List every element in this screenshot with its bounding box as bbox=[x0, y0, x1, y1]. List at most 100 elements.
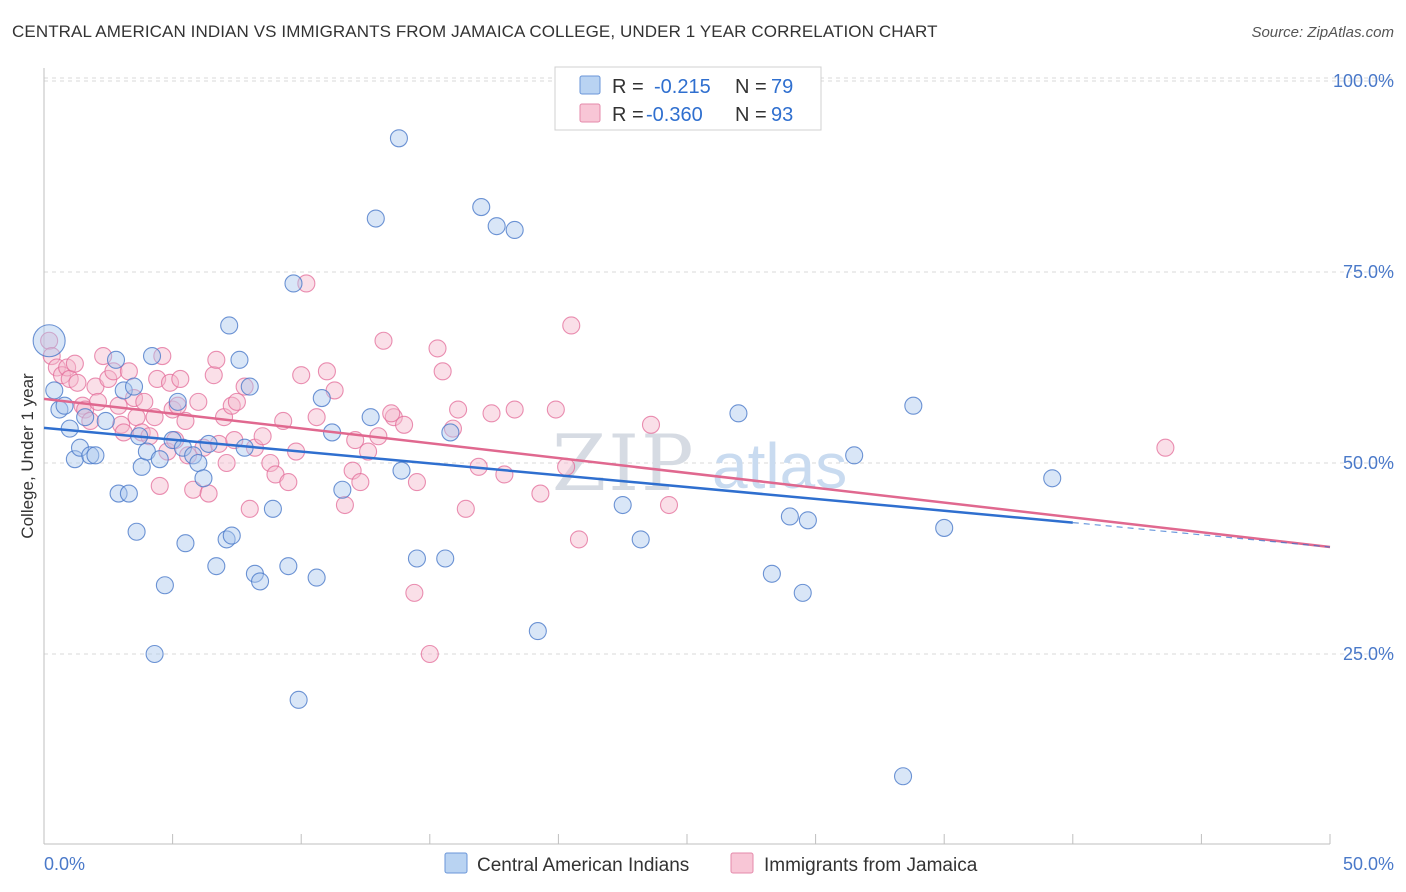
point-central-american bbox=[289, 690, 308, 709]
chart-title: CENTRAL AMERICAN INDIAN VS IMMIGRANTS FR… bbox=[12, 22, 938, 41]
point-central-american bbox=[780, 507, 799, 526]
bottom-legend-swatch-pink bbox=[730, 852, 754, 874]
point-jamaica bbox=[171, 369, 190, 389]
point-jamaica bbox=[482, 404, 501, 423]
point-central-american bbox=[472, 198, 491, 217]
point-central-american bbox=[279, 557, 298, 576]
point-jamaica bbox=[420, 644, 439, 664]
point-central-american bbox=[173, 438, 192, 457]
point-jamaica bbox=[405, 583, 424, 602]
point-jamaica bbox=[335, 495, 354, 515]
point-jamaica bbox=[433, 362, 452, 381]
point-central-american bbox=[762, 564, 781, 583]
watermark: ZIP atlas bbox=[552, 419, 847, 509]
point-central-american bbox=[119, 484, 138, 503]
trend-line-jamaica bbox=[43, 397, 1331, 549]
point-central-american bbox=[230, 350, 249, 369]
point-jamaica bbox=[114, 423, 133, 442]
point-central-american bbox=[935, 518, 954, 537]
grid-lines bbox=[44, 77, 1394, 655]
point-central-american bbox=[307, 568, 326, 587]
point-central-american bbox=[487, 217, 506, 236]
chart-source: Source: ZipAtlas.com bbox=[1251, 24, 1394, 41]
point-central-american bbox=[312, 389, 331, 408]
point-central-american bbox=[392, 461, 411, 480]
point-jamaica bbox=[65, 354, 84, 373]
trend-line-central-american bbox=[43, 426, 1073, 524]
legend-swatch-pink bbox=[579, 103, 601, 123]
point-central-american bbox=[168, 392, 187, 411]
point-central-american bbox=[65, 450, 84, 469]
point-jamaica bbox=[297, 274, 316, 293]
point-jamaica bbox=[135, 392, 154, 411]
point-central-american bbox=[70, 438, 90, 457]
watermark-zip: ZIP bbox=[552, 419, 696, 509]
point-central-american bbox=[86, 446, 105, 465]
point-central-american bbox=[333, 480, 352, 499]
point-central-american bbox=[407, 549, 426, 568]
point-jamaica bbox=[235, 377, 254, 396]
point-jamaica bbox=[374, 331, 393, 350]
legend-r-value-blue: -0.215 bbox=[654, 76, 711, 98]
point-central-american bbox=[793, 583, 812, 602]
point-central-american bbox=[124, 377, 144, 396]
y-tick-label-50: 50.0% bbox=[1343, 453, 1394, 473]
point-central-american bbox=[81, 446, 100, 465]
y-axis-label: College, Under 1 year bbox=[18, 373, 37, 539]
bottom-legend-label-pink: Immigrants from Jamaica bbox=[764, 855, 978, 876]
legend-r-label-blue: R = bbox=[612, 76, 644, 98]
point-jamaica bbox=[104, 362, 123, 381]
point-jamaica bbox=[240, 499, 259, 518]
point-central-american bbox=[114, 381, 133, 400]
point-jamaica bbox=[449, 400, 468, 419]
point-jamaica bbox=[253, 427, 272, 446]
point-central-american bbox=[528, 622, 547, 641]
legend-n-value-pink: 93 bbox=[771, 104, 793, 126]
point-jamaica bbox=[189, 392, 208, 411]
legend-n-value-blue: 79 bbox=[771, 76, 793, 98]
point-central-american bbox=[436, 549, 455, 568]
point-central-american bbox=[132, 457, 151, 476]
point-jamaica bbox=[292, 366, 311, 385]
point-jamaica bbox=[382, 404, 401, 423]
point-central-american bbox=[845, 446, 864, 465]
bottom-legend: Central American Indians Immigrants from… bbox=[444, 852, 978, 876]
point-jamaica bbox=[153, 346, 172, 366]
trend-lines bbox=[43, 397, 1331, 549]
point-central-american bbox=[207, 557, 226, 576]
x-tick-label-min: 0.0% bbox=[44, 854, 85, 874]
point-jamaica bbox=[407, 473, 426, 492]
point-central-american bbox=[222, 526, 241, 545]
point-central-american bbox=[366, 209, 385, 228]
point-jamaica bbox=[531, 484, 550, 503]
point-central-american bbox=[194, 469, 213, 488]
series-central-american-points bbox=[32, 129, 1062, 786]
point-jamaica bbox=[641, 415, 661, 434]
point-jamaica bbox=[317, 362, 336, 381]
point-jamaica bbox=[261, 453, 280, 473]
point-central-american bbox=[263, 499, 282, 518]
point-jamaica bbox=[359, 442, 378, 461]
point-jamaica bbox=[88, 392, 108, 411]
point-central-american bbox=[631, 530, 650, 549]
point-central-american bbox=[96, 411, 115, 431]
point-central-american bbox=[189, 453, 208, 473]
point-central-american bbox=[76, 408, 95, 427]
point-jamaica bbox=[307, 408, 326, 427]
point-central-american bbox=[142, 346, 162, 366]
point-jamaica bbox=[562, 316, 581, 335]
point-central-american bbox=[220, 316, 239, 335]
point-jamaica bbox=[1156, 438, 1175, 457]
point-central-american bbox=[904, 396, 923, 415]
point-jamaica bbox=[217, 453, 236, 473]
point-jamaica bbox=[279, 473, 298, 492]
point-jamaica bbox=[505, 400, 524, 419]
point-central-american bbox=[155, 576, 174, 595]
point-central-american bbox=[176, 534, 195, 553]
point-central-american bbox=[150, 450, 169, 469]
y-tick-label-25: 25.0% bbox=[1343, 644, 1394, 664]
legend: R = -0.215 N = 79 R = -0.360 N = 93 bbox=[554, 66, 822, 131]
point-central-american bbox=[250, 572, 270, 591]
y-tick-label-75: 75.0% bbox=[1343, 262, 1394, 282]
